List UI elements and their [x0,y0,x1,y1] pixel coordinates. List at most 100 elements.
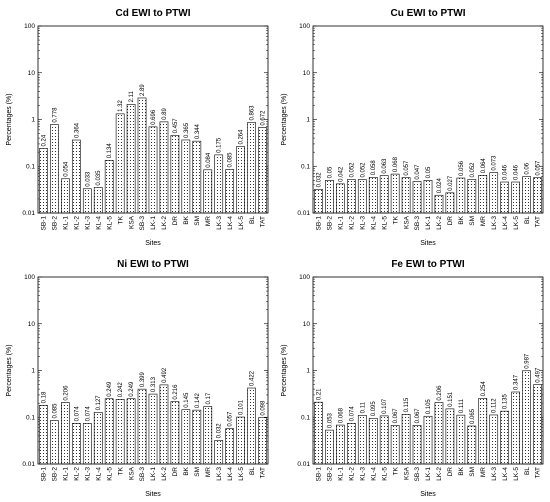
y-tick-label: 10 [28,70,36,77]
bar [467,179,477,214]
data-label: 0.032 [217,423,223,439]
data-label: 0.098 [261,400,267,416]
bar [192,409,202,465]
bar [225,428,235,465]
bar [225,169,235,214]
category-label: KL-5 [106,216,113,230]
data-label: 0.216 [173,384,179,400]
bar [522,370,531,465]
bar [346,423,356,465]
data-label: 0.778 [52,107,58,123]
category-label: MR [480,467,487,477]
bar [148,393,158,465]
bar [159,384,169,465]
y-tick-label: 0.1 [301,414,310,421]
bar [489,414,499,465]
data-label: 0.074 [74,406,80,422]
category-label: SB-1 [41,467,48,482]
data-label: 0.422 [250,370,256,386]
data-label: 0.863 [250,105,256,121]
data-label: 0.313 [151,376,157,392]
data-label: 0.89 [162,108,168,120]
category-label: LK-4 [502,467,509,481]
category-label: SB-3 [414,216,421,231]
plot-frame [312,25,544,214]
bar [357,179,367,214]
category-label: KL-2 [349,216,356,230]
category-label: LK-4 [502,216,509,230]
y-axis-label: Percentages (%) [6,344,13,396]
data-label: 0.032 [316,172,322,188]
category-label: KSA [128,215,135,229]
bar [115,113,125,214]
category-label: KL-1 [63,216,70,230]
bar [214,154,224,214]
category-label: BK [458,215,465,224]
category-label: LK-3 [216,216,223,230]
data-label: 2.89 [140,84,146,96]
chart-panel: Ni EWI to PTWI Percentages (%) Sites 0.01 0.… [6,259,269,498]
y-tick-label: 100 [24,23,35,30]
category-label: LK-4 [227,467,234,481]
x-axis-label: Sites [420,240,436,247]
category-label: SB-3 [414,467,421,482]
y-tick-label: 10 [303,321,311,328]
category-label: LK-5 [513,216,520,230]
data-label: 0.047 [415,164,421,180]
y-tick-label: 1 [31,117,35,124]
bar [511,391,520,465]
data-label: 0.151 [448,391,454,407]
y-tick-label: 0.1 [26,163,35,170]
bar [533,384,542,465]
data-label: 0.052 [349,162,355,178]
plot-frame [312,276,544,465]
bar [467,425,477,465]
bar [456,414,466,465]
category-label: KL-3 [84,216,91,230]
bar [325,180,334,214]
category-label: BL [249,467,256,475]
bar [93,187,103,214]
data-label: 0.987 [525,353,531,369]
bar [336,183,345,214]
bar [325,429,334,465]
category-label: KL-4 [95,216,102,230]
y-tick-label: 1 [306,368,310,375]
data-label: 0.254 [481,381,487,397]
bar [357,415,367,465]
data-label: 0.053 [327,412,333,428]
data-label: 0.058 [371,160,377,176]
y-tick-label: 10 [28,321,36,328]
data-label: 0.056 [459,160,465,176]
bar [61,178,70,214]
data-label: 0.347 [514,374,520,390]
y-tick-label: 1 [31,368,35,375]
bar [247,122,256,214]
category-label: TAT [535,216,542,227]
data-label: 0.065 [470,408,476,424]
category-label: KL-2 [349,467,356,481]
data-label: 2.11 [129,90,135,102]
category-label: LK-2 [161,216,168,230]
y-tick-label: 10 [303,70,311,77]
bar [478,175,488,214]
bar [434,194,444,214]
y-tick-label: 1 [306,117,310,124]
category-label: LK-1 [150,216,157,230]
category-label: KL-5 [381,216,388,230]
bar [137,97,147,214]
bar [192,140,202,214]
bar [390,173,400,214]
y-axis-label: Percentages (%) [281,344,288,396]
category-label: SB-1 [316,467,323,482]
bar [170,135,180,214]
data-label: 0.142 [195,392,201,408]
bar [159,121,169,214]
data-label: 0.063 [382,158,388,174]
data-label: 0.242 [118,382,124,398]
category-label: TAT [535,467,542,478]
bar [336,424,345,465]
data-label: 0.127 [96,395,102,411]
bar [181,139,191,214]
